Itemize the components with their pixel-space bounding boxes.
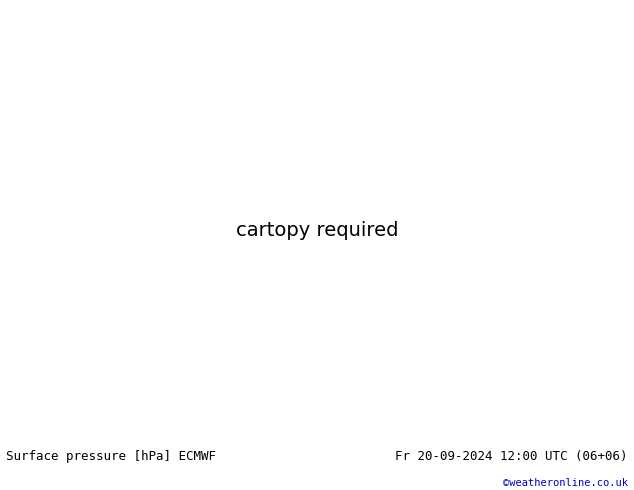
Text: Surface pressure [hPa] ECMWF: Surface pressure [hPa] ECMWF — [6, 450, 216, 463]
Text: Fr 20-09-2024 12:00 UTC (06+06): Fr 20-09-2024 12:00 UTC (06+06) — [395, 450, 628, 463]
Text: cartopy required: cartopy required — [236, 221, 398, 240]
Text: ©weatheronline.co.uk: ©weatheronline.co.uk — [503, 478, 628, 488]
